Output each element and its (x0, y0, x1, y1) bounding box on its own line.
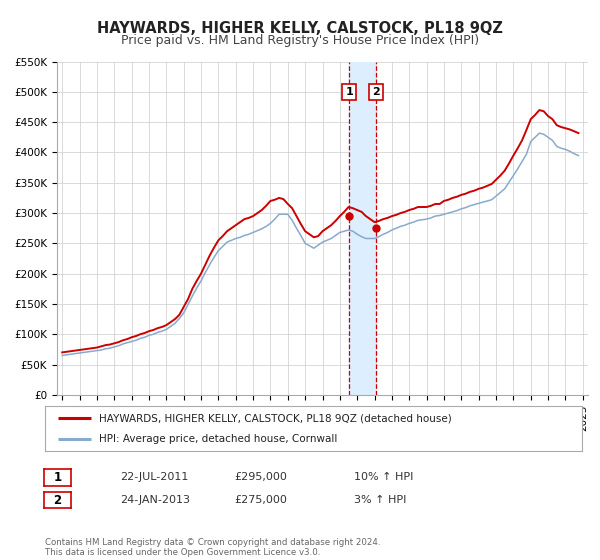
Bar (349, 62, 376, 395)
Text: HAYWARDS, HIGHER KELLY, CALSTOCK, PL18 9QZ: HAYWARDS, HIGHER KELLY, CALSTOCK, PL18 9… (97, 21, 503, 36)
Text: 1: 1 (53, 471, 61, 484)
Text: 22-JUL-2011: 22-JUL-2011 (120, 472, 188, 482)
Text: 2: 2 (53, 493, 61, 507)
Text: HAYWARDS, HIGHER KELLY, CALSTOCK, PL18 9QZ (detached house): HAYWARDS, HIGHER KELLY, CALSTOCK, PL18 9… (98, 413, 451, 423)
Text: 24-JAN-2013: 24-JAN-2013 (120, 494, 190, 505)
Text: Price paid vs. HM Land Registry's House Price Index (HPI): Price paid vs. HM Land Registry's House … (121, 34, 479, 46)
Text: £275,000: £275,000 (234, 494, 287, 505)
Text: 2: 2 (372, 87, 380, 97)
Text: HPI: Average price, detached house, Cornwall: HPI: Average price, detached house, Corn… (98, 433, 337, 444)
Text: Contains HM Land Registry data © Crown copyright and database right 2024.
This d: Contains HM Land Registry data © Crown c… (45, 538, 380, 557)
Text: 1: 1 (346, 87, 353, 97)
Text: 3% ↑ HPI: 3% ↑ HPI (354, 494, 406, 505)
Text: £295,000: £295,000 (234, 472, 287, 482)
Text: 10% ↑ HPI: 10% ↑ HPI (354, 472, 413, 482)
